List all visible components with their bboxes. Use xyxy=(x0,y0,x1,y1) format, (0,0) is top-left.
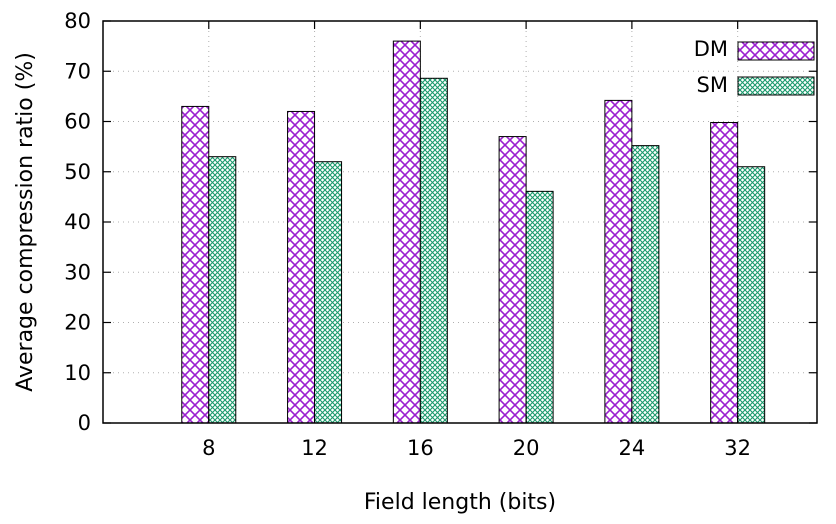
y-tick-label: 20 xyxy=(64,311,91,335)
y-tick-label: 30 xyxy=(64,260,91,284)
x-tick-label: 12 xyxy=(301,436,328,460)
y-tick-label: 0 xyxy=(78,411,91,435)
y-tick-label: 50 xyxy=(64,160,91,184)
y-tick-label: 70 xyxy=(64,59,91,83)
legend-item-dm: DM xyxy=(694,37,815,61)
x-tick-label: 24 xyxy=(619,436,646,460)
bars-layer xyxy=(181,40,766,424)
x-tick-label: 32 xyxy=(724,436,751,460)
y-tick-label: 60 xyxy=(64,110,91,134)
legend-swatch-sm xyxy=(737,76,815,96)
bar-sm-12 xyxy=(314,161,343,424)
legend-label-sm: SM xyxy=(697,73,728,97)
bar-sm-8 xyxy=(208,156,237,424)
y-tick-label: 40 xyxy=(64,210,91,234)
legend-item-sm: SM xyxy=(697,73,815,97)
x-tick-label: 8 xyxy=(202,436,215,460)
bar-dm-8 xyxy=(181,105,210,424)
legend-swatch-dm xyxy=(737,41,815,61)
bar-dm-20 xyxy=(498,136,527,424)
bar-sm-24 xyxy=(631,145,660,424)
bar-dm-12 xyxy=(287,110,316,424)
bar-dm-16 xyxy=(392,40,421,424)
legend: DM SM xyxy=(694,37,815,97)
y-tick-label: 10 xyxy=(64,361,91,385)
y-axis-title: Average compression ratio (%) xyxy=(13,52,38,392)
x-tick-label: 16 xyxy=(407,436,434,460)
ticks-layer: 0 10 20 30 40 50 60 70 80 8 12 16 20 24 32 xyxy=(64,9,817,460)
legend-label-dm: DM xyxy=(694,37,728,61)
bar-dm-24 xyxy=(604,99,633,424)
bar-dm-32 xyxy=(710,122,739,424)
bar-sm-20 xyxy=(525,190,554,424)
x-axis-title: Field length (bits) xyxy=(364,490,556,515)
x-tick-label: 20 xyxy=(513,436,540,460)
bar-sm-16 xyxy=(419,77,448,424)
y-tick-label: 80 xyxy=(64,9,91,33)
bar-sm-32 xyxy=(737,166,766,424)
